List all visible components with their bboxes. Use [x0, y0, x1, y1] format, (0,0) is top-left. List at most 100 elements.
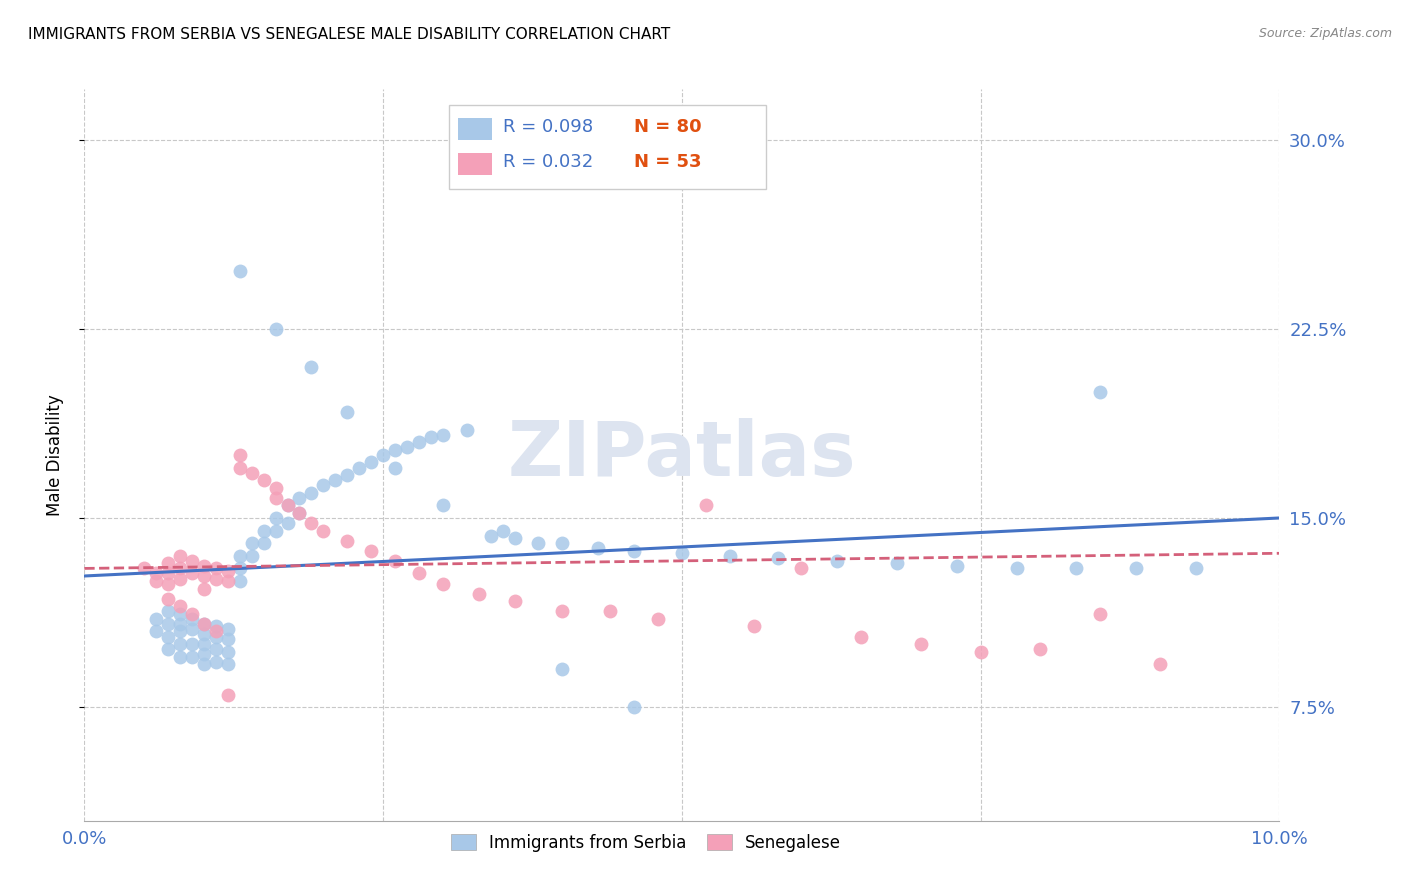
- Point: [253, 473, 276, 487]
- Point: [169, 624, 191, 639]
- Point: [742, 619, 765, 633]
- Point: [205, 624, 228, 639]
- Point: [228, 574, 252, 588]
- Point: [193, 627, 215, 641]
- Point: [396, 441, 419, 455]
- Point: [790, 561, 813, 575]
- Point: [432, 499, 454, 513]
- Point: [325, 473, 347, 487]
- Point: [217, 645, 239, 659]
- Point: [1005, 561, 1028, 575]
- Point: [264, 322, 287, 336]
- Point: [217, 688, 239, 702]
- Point: [193, 582, 215, 596]
- Point: [157, 566, 180, 581]
- Point: [503, 594, 526, 608]
- Point: [336, 533, 359, 548]
- Point: [503, 531, 526, 545]
- Point: [145, 624, 167, 639]
- Point: [312, 478, 335, 492]
- Point: [169, 549, 191, 563]
- Point: [432, 427, 454, 442]
- Text: Source: ZipAtlas.com: Source: ZipAtlas.com: [1258, 27, 1392, 40]
- Point: [264, 511, 287, 525]
- Point: [432, 576, 454, 591]
- Point: [946, 558, 969, 573]
- Point: [157, 642, 180, 657]
- Point: [205, 642, 228, 657]
- Point: [217, 632, 239, 646]
- Point: [910, 637, 932, 651]
- Point: [169, 616, 191, 631]
- Point: [193, 647, 215, 661]
- Point: [228, 549, 252, 563]
- Point: [217, 657, 239, 672]
- Point: [228, 448, 252, 462]
- FancyBboxPatch shape: [449, 105, 766, 189]
- Point: [169, 607, 191, 621]
- Point: [527, 536, 550, 550]
- Point: [479, 528, 502, 542]
- Point: [623, 700, 645, 714]
- Point: [228, 561, 252, 575]
- Point: [264, 491, 287, 505]
- Point: [157, 616, 180, 631]
- Point: [264, 481, 287, 495]
- Point: [205, 655, 228, 669]
- Bar: [458, 153, 492, 175]
- Point: [551, 536, 574, 550]
- Point: [695, 499, 717, 513]
- Point: [228, 264, 252, 278]
- Point: [551, 662, 574, 676]
- Text: ZIPatlas: ZIPatlas: [508, 418, 856, 491]
- Text: R = 0.098: R = 0.098: [503, 119, 593, 136]
- Point: [1149, 657, 1171, 672]
- Point: [408, 435, 430, 450]
- Point: [253, 536, 276, 550]
- Point: [181, 637, 204, 651]
- Point: [970, 645, 993, 659]
- Point: [623, 543, 645, 558]
- Point: [1090, 607, 1112, 621]
- Point: [384, 442, 406, 457]
- Point: [253, 524, 276, 538]
- Point: [277, 499, 299, 513]
- Point: [193, 569, 215, 583]
- Point: [1185, 561, 1208, 575]
- Point: [588, 541, 610, 556]
- Point: [169, 572, 191, 586]
- Point: [145, 612, 167, 626]
- Point: [373, 448, 395, 462]
- Point: [193, 637, 215, 651]
- Point: [145, 566, 167, 581]
- Point: [217, 564, 239, 578]
- Point: [277, 499, 299, 513]
- Point: [647, 612, 669, 626]
- Point: [181, 612, 204, 626]
- Point: [1125, 561, 1147, 575]
- Legend: Immigrants from Serbia, Senegalese: Immigrants from Serbia, Senegalese: [443, 825, 849, 860]
- Point: [827, 554, 849, 568]
- Point: [301, 485, 323, 500]
- Bar: [458, 119, 492, 140]
- Point: [169, 561, 191, 575]
- Point: [360, 455, 382, 469]
- Point: [336, 405, 359, 419]
- Point: [181, 554, 204, 568]
- Y-axis label: Male Disability: Male Disability: [45, 394, 63, 516]
- Point: [288, 491, 311, 505]
- Point: [193, 616, 215, 631]
- Point: [301, 359, 323, 374]
- Point: [169, 637, 191, 651]
- Point: [193, 558, 215, 573]
- Point: [1066, 561, 1088, 575]
- Point: [1090, 384, 1112, 399]
- Point: [336, 468, 359, 483]
- Text: IMMIGRANTS FROM SERBIA VS SENEGALESE MALE DISABILITY CORRELATION CHART: IMMIGRANTS FROM SERBIA VS SENEGALESE MAL…: [28, 27, 671, 42]
- Point: [264, 524, 287, 538]
- Point: [671, 546, 693, 560]
- Point: [384, 460, 406, 475]
- Point: [157, 591, 180, 606]
- Text: N = 80: N = 80: [634, 119, 702, 136]
- Point: [157, 576, 180, 591]
